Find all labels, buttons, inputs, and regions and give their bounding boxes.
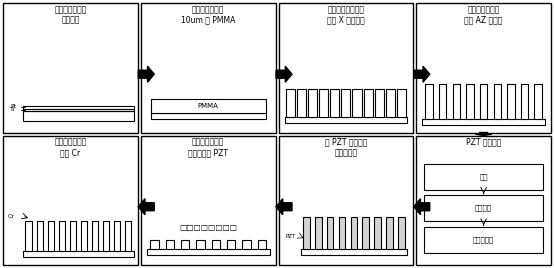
Bar	[141, 136, 275, 265]
Bar	[125, 221, 131, 251]
Text: PZT 制备工艺: PZT 制备工艺	[466, 137, 501, 147]
Bar	[300, 249, 407, 255]
Bar	[285, 88, 295, 117]
Bar	[327, 217, 334, 249]
Polygon shape	[276, 66, 292, 82]
Bar	[166, 240, 174, 249]
Text: 高温快速退: 高温快速退	[473, 236, 494, 243]
Bar	[352, 88, 362, 117]
Bar	[424, 226, 543, 253]
Polygon shape	[476, 132, 491, 136]
Bar	[48, 221, 54, 251]
Bar	[23, 106, 134, 109]
Bar	[147, 249, 269, 255]
Polygon shape	[276, 199, 292, 215]
Bar	[59, 221, 65, 251]
Bar	[151, 99, 265, 113]
Bar	[535, 84, 542, 118]
Bar	[375, 217, 381, 249]
Text: 制坯: 制坯	[479, 173, 488, 180]
Bar	[3, 3, 138, 132]
Bar	[386, 88, 395, 117]
Text: 在平整的钛片上
溅射铂层: 在平整的钛片上 溅射铂层	[54, 5, 86, 24]
Bar	[308, 88, 317, 117]
Bar	[285, 117, 407, 122]
Bar	[424, 163, 543, 190]
Bar	[338, 217, 345, 249]
Bar	[23, 109, 134, 110]
Bar	[141, 3, 275, 132]
Bar	[279, 3, 413, 132]
Bar	[351, 217, 357, 249]
Bar	[330, 88, 339, 117]
Bar	[397, 88, 406, 117]
Bar	[70, 221, 76, 251]
Bar	[3, 136, 138, 265]
Bar	[424, 195, 543, 221]
Bar	[242, 240, 251, 249]
Bar	[480, 84, 488, 118]
Text: 利用同步辐射光源
进行 X 射线光刻: 利用同步辐射光源 进行 X 射线光刻	[327, 5, 365, 24]
Text: 在铂层表面附着
10um 的 PMMA: 在铂层表面附着 10um 的 PMMA	[181, 5, 235, 24]
Bar	[341, 88, 351, 117]
Bar	[303, 217, 310, 249]
Bar	[23, 251, 134, 257]
Bar	[386, 217, 393, 249]
Bar	[315, 217, 321, 249]
Bar	[362, 217, 369, 249]
Text: Cr: Cr	[8, 214, 15, 218]
Bar	[196, 240, 204, 249]
Bar	[319, 88, 328, 117]
Bar	[151, 113, 265, 118]
Bar	[363, 88, 373, 117]
Bar	[114, 221, 120, 251]
Bar	[494, 84, 501, 118]
Bar	[150, 240, 158, 249]
Bar	[37, 221, 43, 251]
Bar	[227, 240, 235, 249]
Bar	[25, 221, 32, 251]
Polygon shape	[138, 66, 154, 82]
Polygon shape	[414, 66, 430, 82]
Bar	[439, 84, 447, 118]
Text: 用 PZT 填充二维
微结构阵列: 用 PZT 填充二维 微结构阵列	[325, 137, 367, 157]
Bar	[212, 240, 220, 249]
Bar	[422, 118, 545, 125]
Bar	[181, 240, 189, 249]
Text: 在阵列表面溅射
纳米 Cr: 在阵列表面溅射 纳米 Cr	[54, 137, 86, 157]
Bar	[425, 84, 433, 118]
Text: PZT: PZT	[285, 234, 296, 239]
Bar	[398, 217, 404, 249]
Bar	[296, 88, 306, 117]
Text: Pt: Pt	[10, 105, 16, 110]
Polygon shape	[138, 199, 154, 215]
Text: 用洗胶液剥离阵
列上表面的 PZT: 用洗胶液剥离阵 列上表面的 PZT	[188, 137, 228, 157]
Polygon shape	[414, 199, 430, 215]
Bar	[103, 221, 109, 251]
Text: Ti: Ti	[10, 107, 16, 112]
Bar	[466, 84, 474, 118]
Text: 磁控溅射: 磁控溅射	[475, 205, 492, 211]
Bar	[92, 221, 98, 251]
Bar	[507, 84, 515, 118]
Bar	[258, 240, 266, 249]
Bar	[23, 110, 134, 121]
Bar	[416, 3, 551, 132]
Bar	[81, 221, 87, 251]
Bar	[416, 136, 551, 265]
Text: 在阵列表面附着
曝光 AZ 光刻胶: 在阵列表面附着 曝光 AZ 光刻胶	[464, 5, 503, 24]
Bar	[279, 136, 413, 265]
Text: PMMA: PMMA	[198, 102, 219, 109]
Bar	[453, 84, 460, 118]
Bar	[375, 88, 384, 117]
Text: □□□□□□□□: □□□□□□□□	[179, 223, 237, 232]
Bar	[521, 84, 529, 118]
